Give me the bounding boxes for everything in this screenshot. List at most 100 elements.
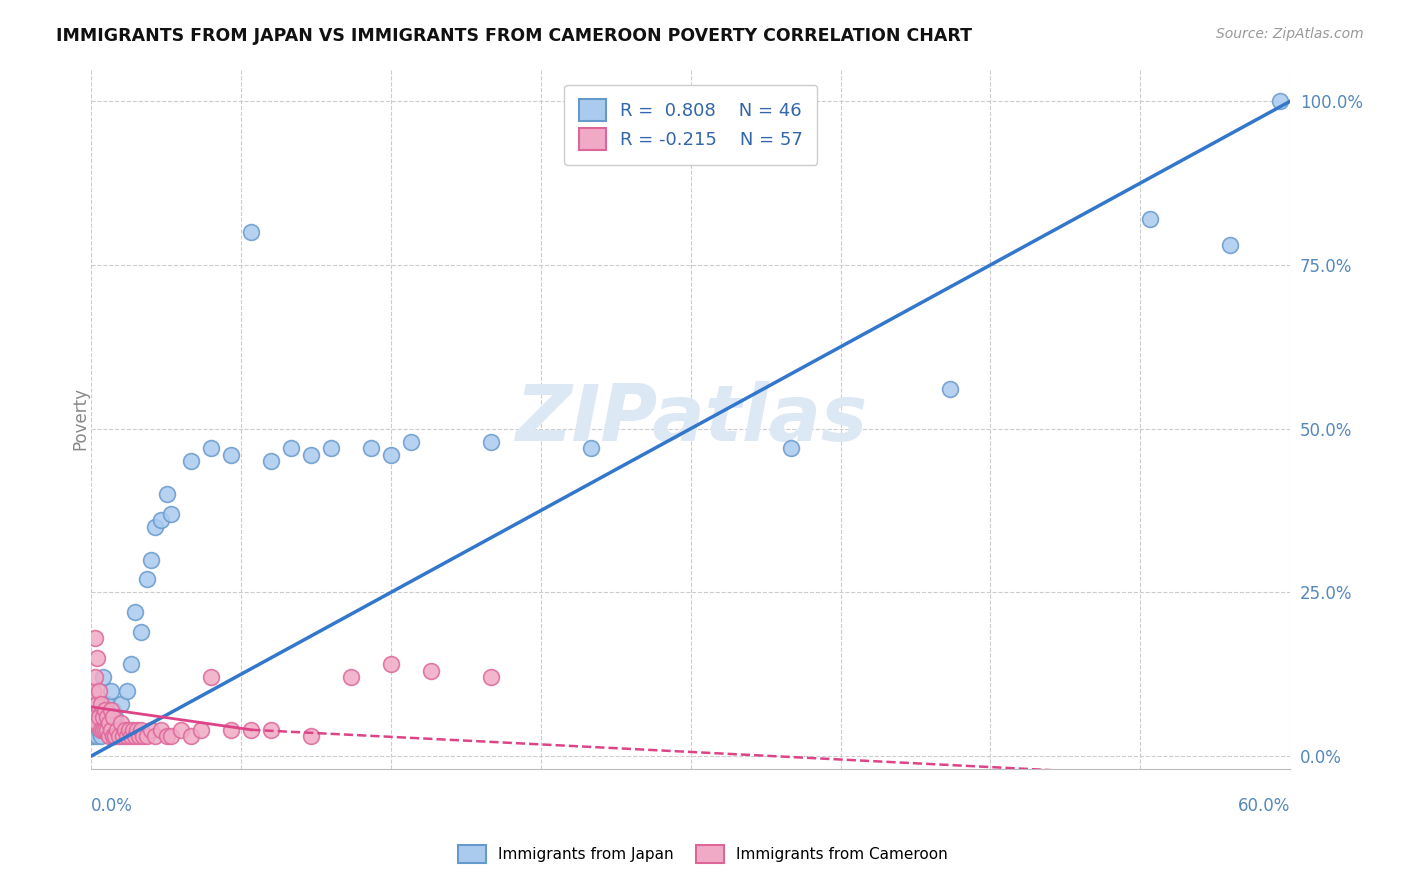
- Point: [100, 683, 122, 698]
- Point: [86, 650, 108, 665]
- Point: [98, 716, 121, 731]
- Point: [479, 434, 502, 449]
- Point: [1270, 95, 1292, 109]
- Point: [96, 709, 118, 723]
- Point: [180, 454, 202, 468]
- Point: [104, 730, 127, 744]
- Point: [141, 552, 163, 566]
- Point: [96, 723, 118, 737]
- Point: [280, 442, 302, 456]
- Point: [120, 657, 142, 672]
- Point: [170, 723, 193, 737]
- Point: [143, 730, 166, 744]
- Point: [94, 723, 117, 737]
- Point: [380, 448, 402, 462]
- Point: [156, 730, 179, 744]
- Point: [90, 697, 112, 711]
- Point: [118, 723, 141, 737]
- Point: [132, 730, 155, 744]
- Point: [120, 730, 142, 744]
- Point: [110, 716, 132, 731]
- Point: [160, 507, 183, 521]
- Point: [219, 723, 242, 737]
- Point: [240, 225, 263, 239]
- Point: [136, 730, 159, 744]
- Point: [141, 723, 163, 737]
- Point: [129, 723, 152, 737]
- Point: [91, 709, 114, 723]
- Point: [160, 730, 183, 744]
- Point: [98, 730, 121, 744]
- Point: [579, 442, 602, 456]
- Point: [143, 520, 166, 534]
- Point: [86, 716, 108, 731]
- Point: [84, 723, 107, 737]
- Point: [219, 448, 242, 462]
- Point: [94, 709, 117, 723]
- Point: [1139, 212, 1161, 227]
- Point: [89, 709, 111, 723]
- Point: [84, 631, 107, 645]
- Point: [340, 670, 363, 684]
- Point: [399, 434, 422, 449]
- Text: ZIPatlas: ZIPatlas: [515, 381, 868, 457]
- Point: [104, 709, 127, 723]
- Point: [94, 703, 117, 717]
- Point: [260, 723, 283, 737]
- Point: [122, 723, 145, 737]
- Point: [103, 703, 125, 717]
- Point: [128, 730, 150, 744]
- Point: [117, 730, 139, 744]
- Point: [360, 442, 382, 456]
- Point: [124, 605, 146, 619]
- Point: [299, 448, 322, 462]
- Point: [86, 716, 108, 731]
- Point: [100, 723, 122, 737]
- Text: 0.0%: 0.0%: [91, 797, 134, 815]
- Point: [319, 442, 342, 456]
- Point: [124, 730, 146, 744]
- Point: [180, 730, 202, 744]
- Point: [90, 730, 112, 744]
- Point: [117, 683, 139, 698]
- Point: [136, 572, 159, 586]
- Point: [150, 513, 173, 527]
- Text: 60.0%: 60.0%: [1237, 797, 1291, 815]
- Point: [89, 703, 111, 717]
- Point: [150, 723, 173, 737]
- Point: [129, 624, 152, 639]
- Point: [84, 709, 107, 723]
- Point: [90, 697, 112, 711]
- Point: [103, 709, 125, 723]
- Legend: R =  0.808    N = 46, R = -0.215    N = 57: R = 0.808 N = 46, R = -0.215 N = 57: [564, 85, 817, 165]
- Point: [89, 683, 111, 698]
- Point: [114, 723, 136, 737]
- Point: [100, 703, 122, 717]
- Point: [127, 723, 149, 737]
- Point: [91, 716, 114, 731]
- Point: [240, 723, 263, 737]
- Point: [108, 730, 131, 744]
- Y-axis label: Poverty: Poverty: [72, 387, 89, 450]
- Point: [103, 730, 125, 744]
- Point: [105, 723, 128, 737]
- Point: [200, 670, 222, 684]
- Point: [89, 723, 111, 737]
- Point: [98, 716, 121, 731]
- Point: [82, 716, 104, 731]
- Point: [82, 730, 104, 744]
- Point: [84, 709, 107, 723]
- Point: [112, 730, 135, 744]
- Point: [420, 664, 443, 678]
- Point: [380, 657, 402, 672]
- Point: [156, 487, 179, 501]
- Text: IMMIGRANTS FROM JAPAN VS IMMIGRANTS FROM CAMEROON POVERTY CORRELATION CHART: IMMIGRANTS FROM JAPAN VS IMMIGRANTS FROM…: [56, 27, 972, 45]
- Point: [96, 697, 118, 711]
- Point: [939, 382, 962, 396]
- Point: [91, 723, 114, 737]
- Point: [190, 723, 212, 737]
- Point: [84, 670, 107, 684]
- Point: [82, 683, 104, 698]
- Point: [110, 697, 132, 711]
- Point: [479, 670, 502, 684]
